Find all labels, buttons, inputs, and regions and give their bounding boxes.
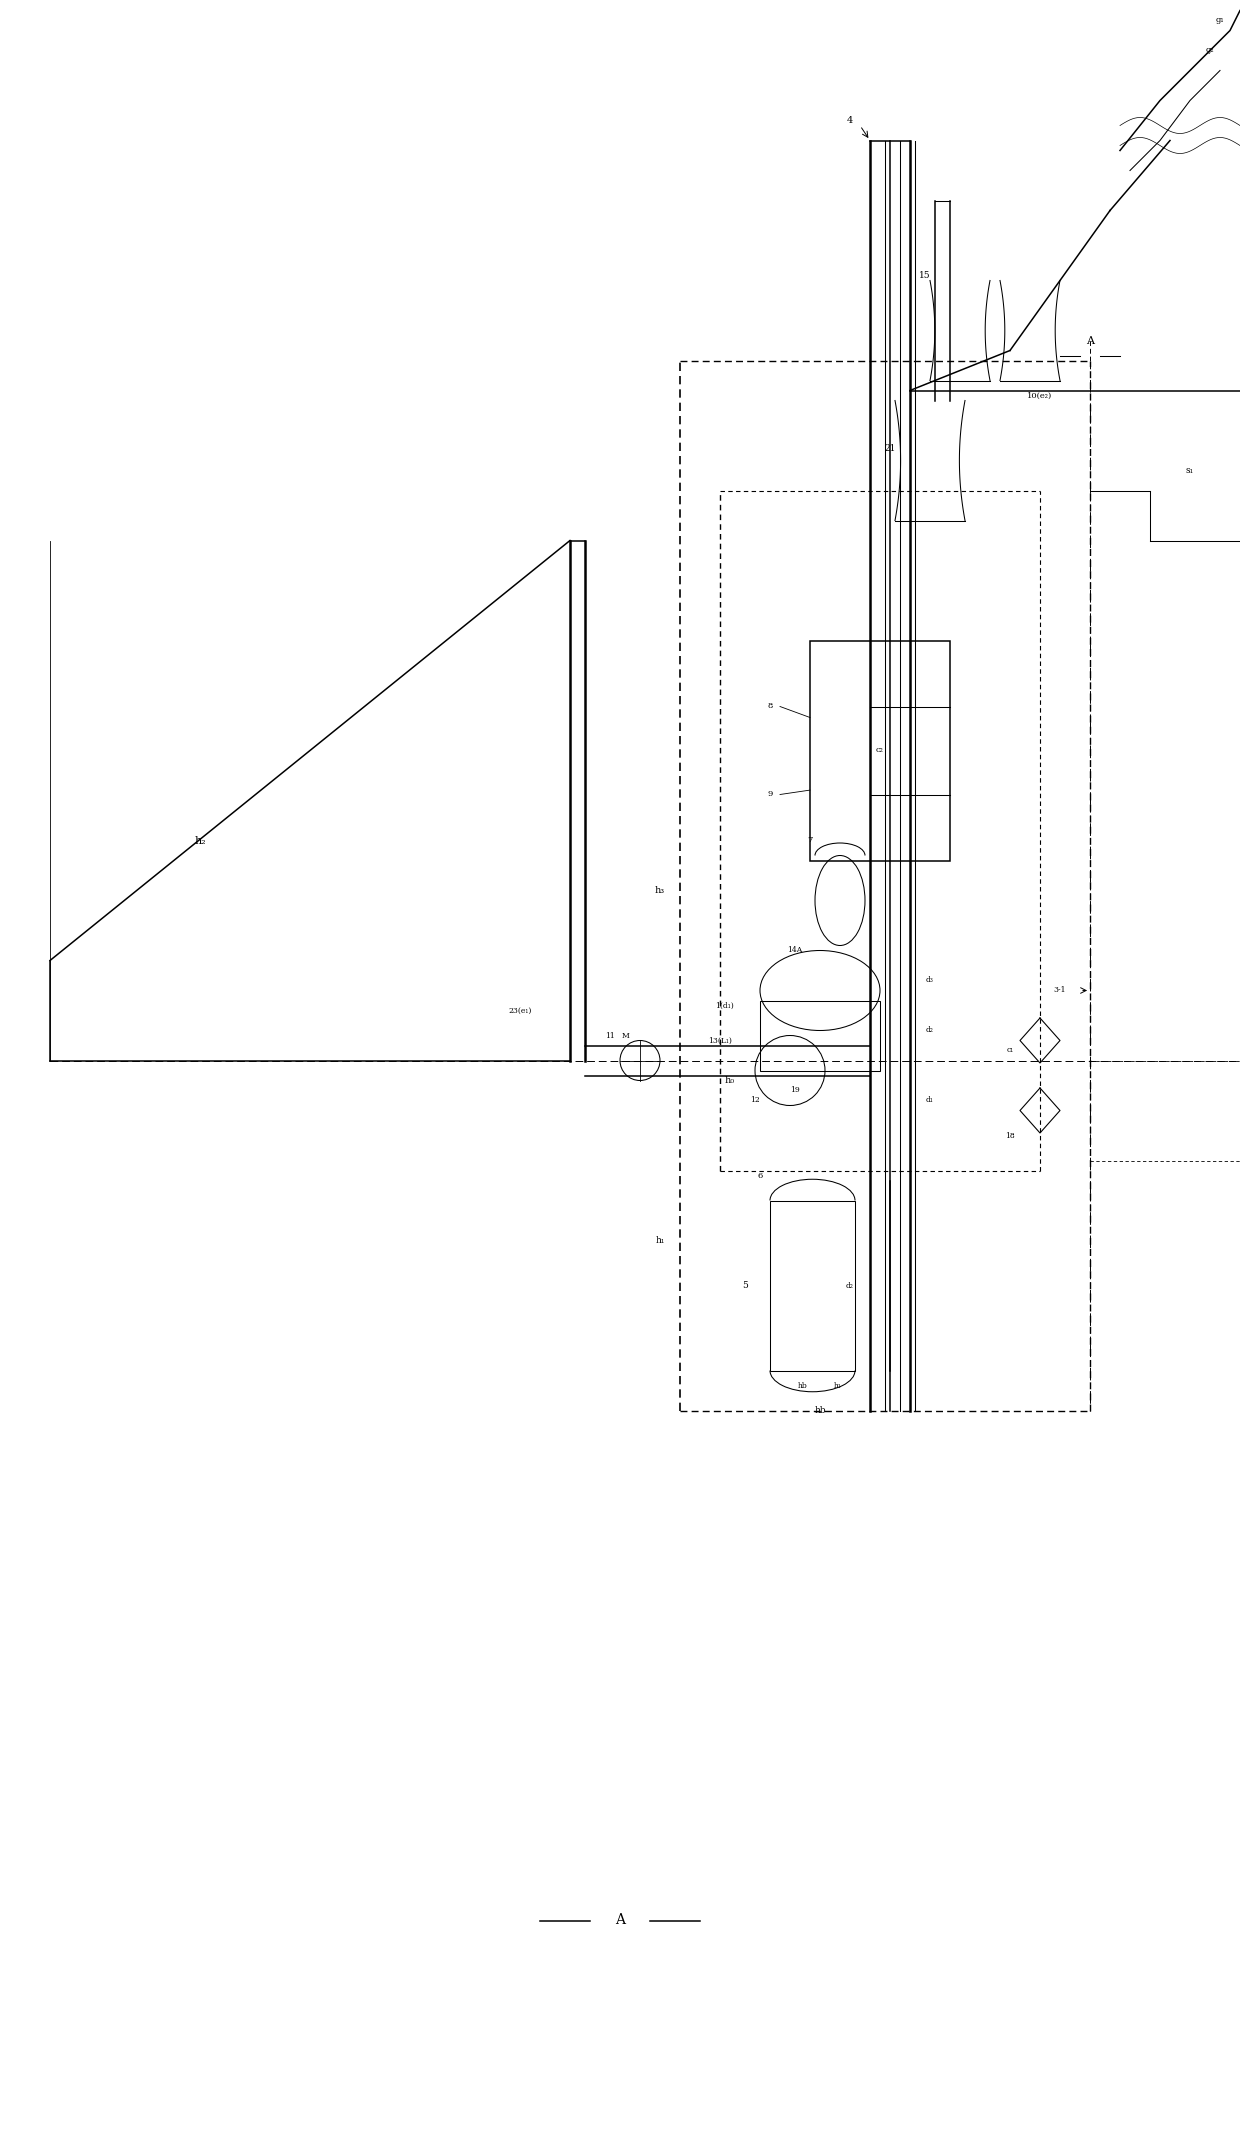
Text: c₁: c₁ [1007, 1047, 1013, 1056]
Text: A: A [1086, 336, 1094, 345]
Text: A: A [615, 1914, 625, 1927]
Text: 13(L₁): 13(L₁) [708, 1036, 732, 1045]
Text: h₁: h₁ [833, 1381, 842, 1390]
Text: 7: 7 [807, 837, 812, 844]
Text: hb: hb [797, 1381, 807, 1390]
Text: 21: 21 [884, 443, 895, 454]
Bar [760, 1000, 880, 1070]
Text: h₀: h₀ [725, 1077, 735, 1085]
Text: M: M [621, 1032, 629, 1041]
Text: g₂: g₂ [1205, 47, 1214, 54]
Text: 10(e₂): 10(e₂) [1028, 392, 1053, 400]
Bar [770, 1201, 856, 1370]
Text: 3-1: 3-1 [1054, 987, 1066, 996]
Text: d₃: d₃ [926, 976, 934, 985]
Text: h₁: h₁ [655, 1235, 665, 1246]
Text: h₂: h₂ [195, 835, 206, 846]
Text: 11: 11 [605, 1032, 615, 1041]
Text: 8: 8 [768, 702, 773, 711]
Text: 14A: 14A [787, 946, 802, 955]
Text: 5: 5 [742, 1280, 748, 1291]
Text: h₃: h₃ [655, 886, 665, 895]
Text: s₁: s₁ [1185, 467, 1194, 475]
Text: 12: 12 [750, 1096, 760, 1105]
Text: d₂: d₂ [846, 1282, 854, 1289]
Text: 9: 9 [768, 790, 773, 799]
Text: d₁: d₁ [926, 1096, 934, 1105]
Text: g₁: g₁ [1215, 17, 1224, 24]
Text: hb: hb [815, 1407, 826, 1415]
Text: 18: 18 [1006, 1130, 1014, 1139]
Bar [810, 640, 950, 861]
Text: 4: 4 [847, 116, 853, 124]
Text: 1(d₁): 1(d₁) [715, 1002, 734, 1011]
Text: 6: 6 [758, 1171, 763, 1180]
Text: c₂: c₂ [877, 747, 884, 754]
Text: 15: 15 [919, 272, 931, 280]
Text: 19: 19 [790, 1085, 800, 1094]
Text: 23(e₁): 23(e₁) [508, 1006, 532, 1015]
Text: d₂: d₂ [926, 1026, 934, 1034]
